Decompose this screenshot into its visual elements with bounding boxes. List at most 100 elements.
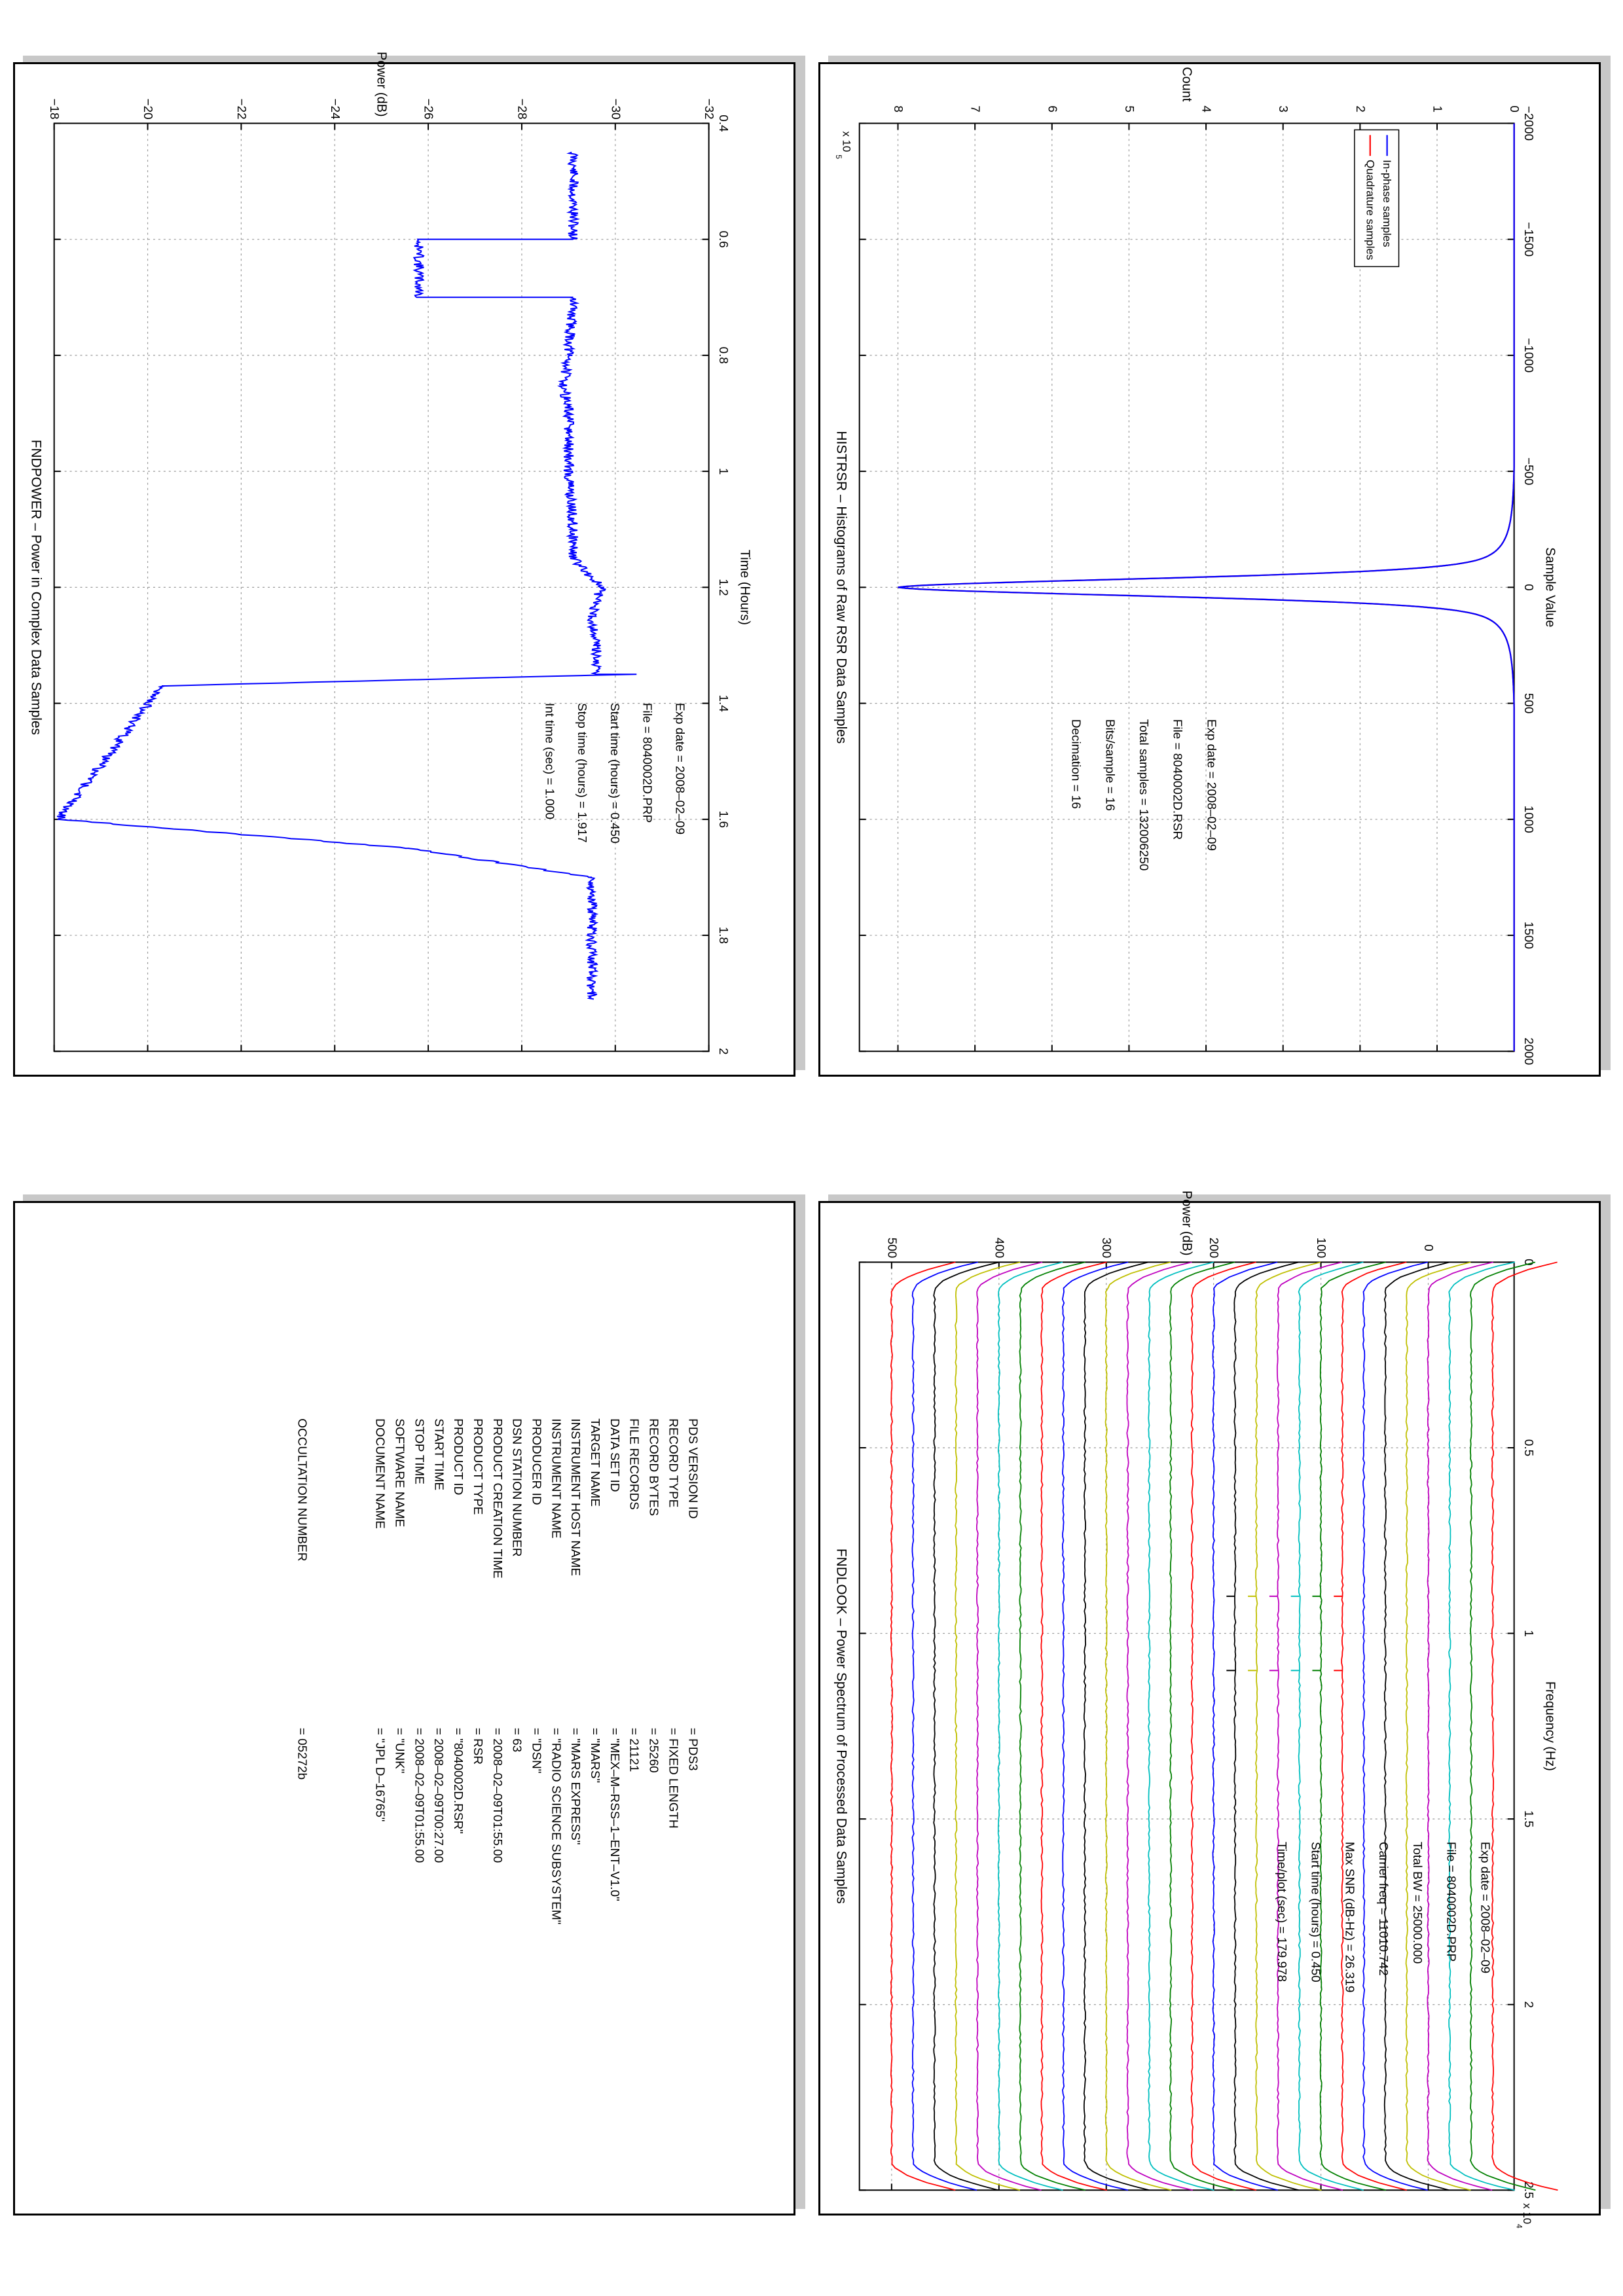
- label-value: = 2008–02–09T00:27.00: [431, 1728, 445, 1863]
- label-value: = "MARS": [588, 1728, 602, 1783]
- x-tick-label: −1000: [1522, 338, 1535, 372]
- panel-fndlook: 0 0.5 1 1.5 2 2.5 0 100 200 300 400 500 Frequency (H…: [818, 1191, 1601, 2229]
- y-tick-label: 500: [884, 1238, 898, 1259]
- legend-box: [1354, 129, 1400, 268]
- y-tick-label: −28: [515, 99, 528, 120]
- label-key: PRODUCER ID: [529, 1418, 543, 1505]
- y-tick-label: −20: [141, 99, 155, 120]
- spectrum-line: [1061, 1261, 1129, 2191]
- chart-histrsr: −2000 −1500 −1000 −500 0 500 1000 1500 2000 0 1 2 3 4…: [833, 67, 1557, 1065]
- spectrum-line: [1126, 1261, 1193, 2191]
- x-tick-label: 2: [716, 1048, 730, 1055]
- spectrum-line: [1319, 1261, 1387, 2191]
- y-tick-label: 400: [992, 1238, 1006, 1259]
- x-axis-label: Time (Hours): [737, 550, 752, 625]
- x-scale-exponent: 4: [1515, 2224, 1524, 2229]
- label-value: = "8040002D.RSR": [451, 1728, 465, 1834]
- annotation-text: Total samples = 132006250: [1137, 719, 1150, 871]
- spectrum-line: [911, 1261, 978, 2191]
- label-key: PRODUCT ID: [451, 1418, 465, 1495]
- panel-label: PDS VERSION ID = PDS3 RECORD TYPE = FIXED L…: [13, 1201, 795, 2215]
- label-value: = PDS3: [685, 1728, 699, 1771]
- spectrum-line: [1255, 1261, 1322, 2191]
- x-axis-label: Sample Value: [1542, 547, 1557, 627]
- annotation-text: Max SNR (dB-Hz) = 26.319: [1342, 1842, 1356, 1992]
- y-tick-label: 0: [1507, 105, 1521, 113]
- label-key: OCCULTATION NUMBER: [295, 1418, 308, 1561]
- label-value: = "RADIO SCIENCE SUBSYSTEM": [549, 1728, 562, 1925]
- annotation-text: Exp date = 2008–02–09: [1204, 719, 1218, 851]
- label-value: = 21121: [627, 1728, 641, 1772]
- label-key: TARGET NAME: [588, 1418, 602, 1507]
- spectrum-line: [1040, 1261, 1107, 2191]
- series-line-in-phase-samples: [898, 123, 1515, 1052]
- label-value: = 25260: [647, 1728, 661, 1773]
- chart-title: FNDLOOK – Power Spectrum of Processed Da…: [833, 1549, 848, 1904]
- x-tick-label: 500: [1522, 693, 1535, 714]
- spectrum-line: [933, 1261, 1000, 2191]
- spectrum-line: [1491, 1261, 1558, 2191]
- spectrum-line: [1190, 1261, 1257, 2191]
- label-table: PDS VERSION ID = PDS3 RECORD TYPE = FIXED L…: [295, 1418, 699, 1925]
- x-tick-label: −1500: [1522, 222, 1535, 257]
- x-tick-label: 0.4: [716, 115, 730, 132]
- label-key: INSTRUMENT HOST NAME: [568, 1418, 582, 1576]
- spectrum-line: [1298, 1261, 1364, 2191]
- y-tick-label: 300: [1099, 1238, 1113, 1259]
- y-tick-label: 200: [1207, 1238, 1220, 1259]
- annotation-text: Total BW = 25000.000: [1410, 1842, 1424, 1964]
- x-tick-label: 1000: [1522, 806, 1535, 833]
- spectrum-line: [1212, 1261, 1278, 2191]
- label-value: = 63: [510, 1728, 524, 1752]
- legend-label: In-phase samples: [1381, 160, 1393, 247]
- label-key: PDS VERSION ID: [685, 1418, 699, 1518]
- panel-histrsr: −2000 −1500 −1000 −500 0 500 1000 1500 2000 0 1 2 3 4…: [818, 62, 1601, 1077]
- annotation-text: File = 8040002D.PRP: [1444, 1842, 1458, 1962]
- spectrum-line: [1427, 1261, 1494, 2191]
- y-tick-label: −26: [422, 99, 435, 120]
- annotation-text: Exp date = 2008–02–09: [1478, 1842, 1491, 1973]
- spectrum-line: [1233, 1261, 1300, 2191]
- y-tick-label: −30: [608, 99, 622, 120]
- x-tick-label: 1.2: [716, 579, 730, 596]
- x-tick-label: 2000: [1522, 1037, 1535, 1065]
- chart-title: HISTRSR – Histograms of Raw RSR Data Sam…: [833, 431, 848, 744]
- label-value: = "DSN": [529, 1728, 543, 1774]
- label-key: STOP TIME: [412, 1418, 426, 1484]
- spectrum-line: [1019, 1261, 1086, 2191]
- y-tick-label: 0: [1421, 1244, 1435, 1251]
- label-value: = 2008–02–09T01:55.00: [412, 1728, 426, 1863]
- annotation-text: File = 8040002D.RSR: [1171, 719, 1184, 840]
- x-tick-label: 1.5: [1522, 1810, 1535, 1827]
- x-tick-label: −500: [1522, 457, 1535, 486]
- annotation-text: Bits/sample = 16: [1103, 719, 1116, 811]
- y-axis-label: Count: [1180, 67, 1194, 102]
- y-tick-label: 2: [1353, 105, 1367, 113]
- label-key: RECORD BYTES: [647, 1418, 661, 1516]
- x-axis-label: Frequency (Hz): [1542, 1681, 1557, 1771]
- label-value: = 05272b: [295, 1728, 308, 1780]
- label-value: = "JPL D–16765": [373, 1728, 387, 1821]
- x-scale-label: x 10: [1521, 2203, 1533, 2224]
- x-tick-label: −2000: [1522, 106, 1535, 141]
- label-key: DOCUMENT NAME: [373, 1418, 387, 1529]
- y-tick-label: 1: [1431, 105, 1444, 113]
- y-tick-label: 5: [1122, 105, 1136, 113]
- spectrum-line: [1405, 1261, 1471, 2191]
- label-value: = FIXED LENGTH: [666, 1728, 680, 1829]
- spectrum-line: [1169, 1261, 1236, 2191]
- x-tick-label: 2.5: [1522, 2181, 1535, 2198]
- x-tick-label: 0.6: [716, 231, 730, 248]
- x-tick-label: 1.4: [716, 694, 730, 711]
- annotation-text: Carrier freq = 11010.742: [1376, 1842, 1390, 1976]
- y-tick-label: 3: [1276, 105, 1290, 113]
- spectrum-line: [1469, 1261, 1536, 2191]
- x-tick-label: 0.8: [716, 347, 730, 364]
- axes-box: [858, 1261, 1515, 2191]
- spectrum-line: [955, 1261, 1021, 2191]
- spectrum-line: [1276, 1261, 1343, 2191]
- label-value: = 2008–02–09T01:55.00: [490, 1728, 504, 1863]
- label-key: DATA SET ID: [608, 1418, 621, 1492]
- annotation-text: Start time (hours) = 0.450: [1309, 1842, 1322, 1982]
- x-tick-label: 0.5: [1522, 1439, 1535, 1456]
